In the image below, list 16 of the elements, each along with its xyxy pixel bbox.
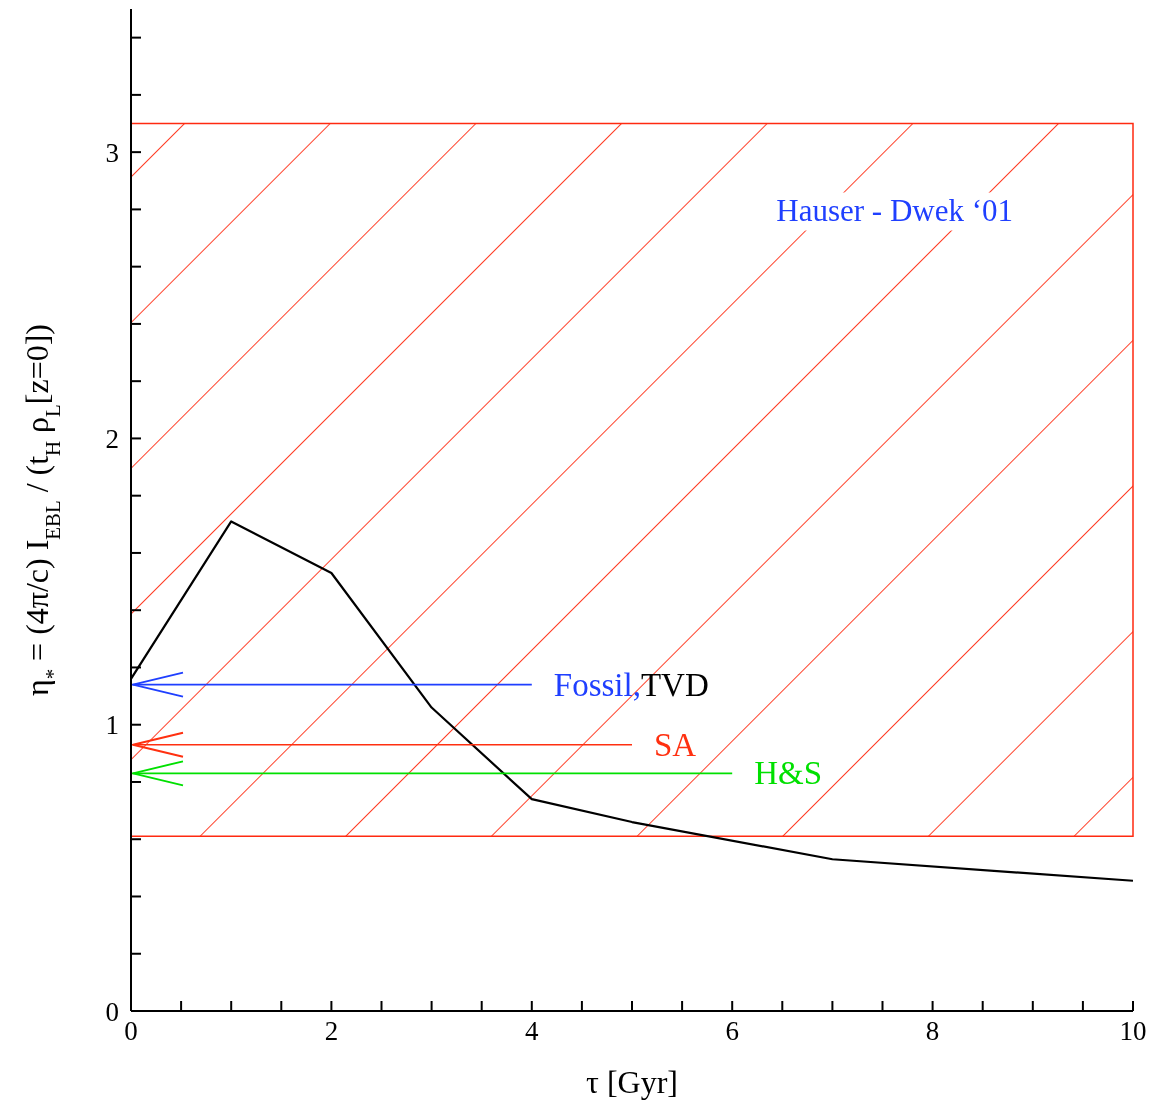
y-tick-label: 0 [105, 996, 119, 1027]
y-tick-label: 3 [105, 137, 119, 168]
x-tick-label: 0 [124, 1016, 138, 1047]
y-tick-label: 2 [105, 424, 119, 455]
y-tick-label: 1 [105, 710, 119, 741]
x-tick-label: 2 [324, 1016, 339, 1047]
x-tick-label: 10 [1119, 1016, 1147, 1047]
annotation: TVD [640, 666, 709, 703]
x-axis-title: τ [Gyr] [586, 1064, 678, 1100]
series-label: Fossil, [553, 666, 641, 703]
x-tick-label: 8 [925, 1016, 940, 1047]
series-label: H&S [754, 755, 823, 792]
series-label: SA [654, 726, 697, 763]
x-tick-label: 6 [725, 1016, 739, 1047]
band-label: Hauser - Dwek ‘01 [776, 192, 1013, 228]
x-tick-label: 4 [525, 1016, 540, 1047]
